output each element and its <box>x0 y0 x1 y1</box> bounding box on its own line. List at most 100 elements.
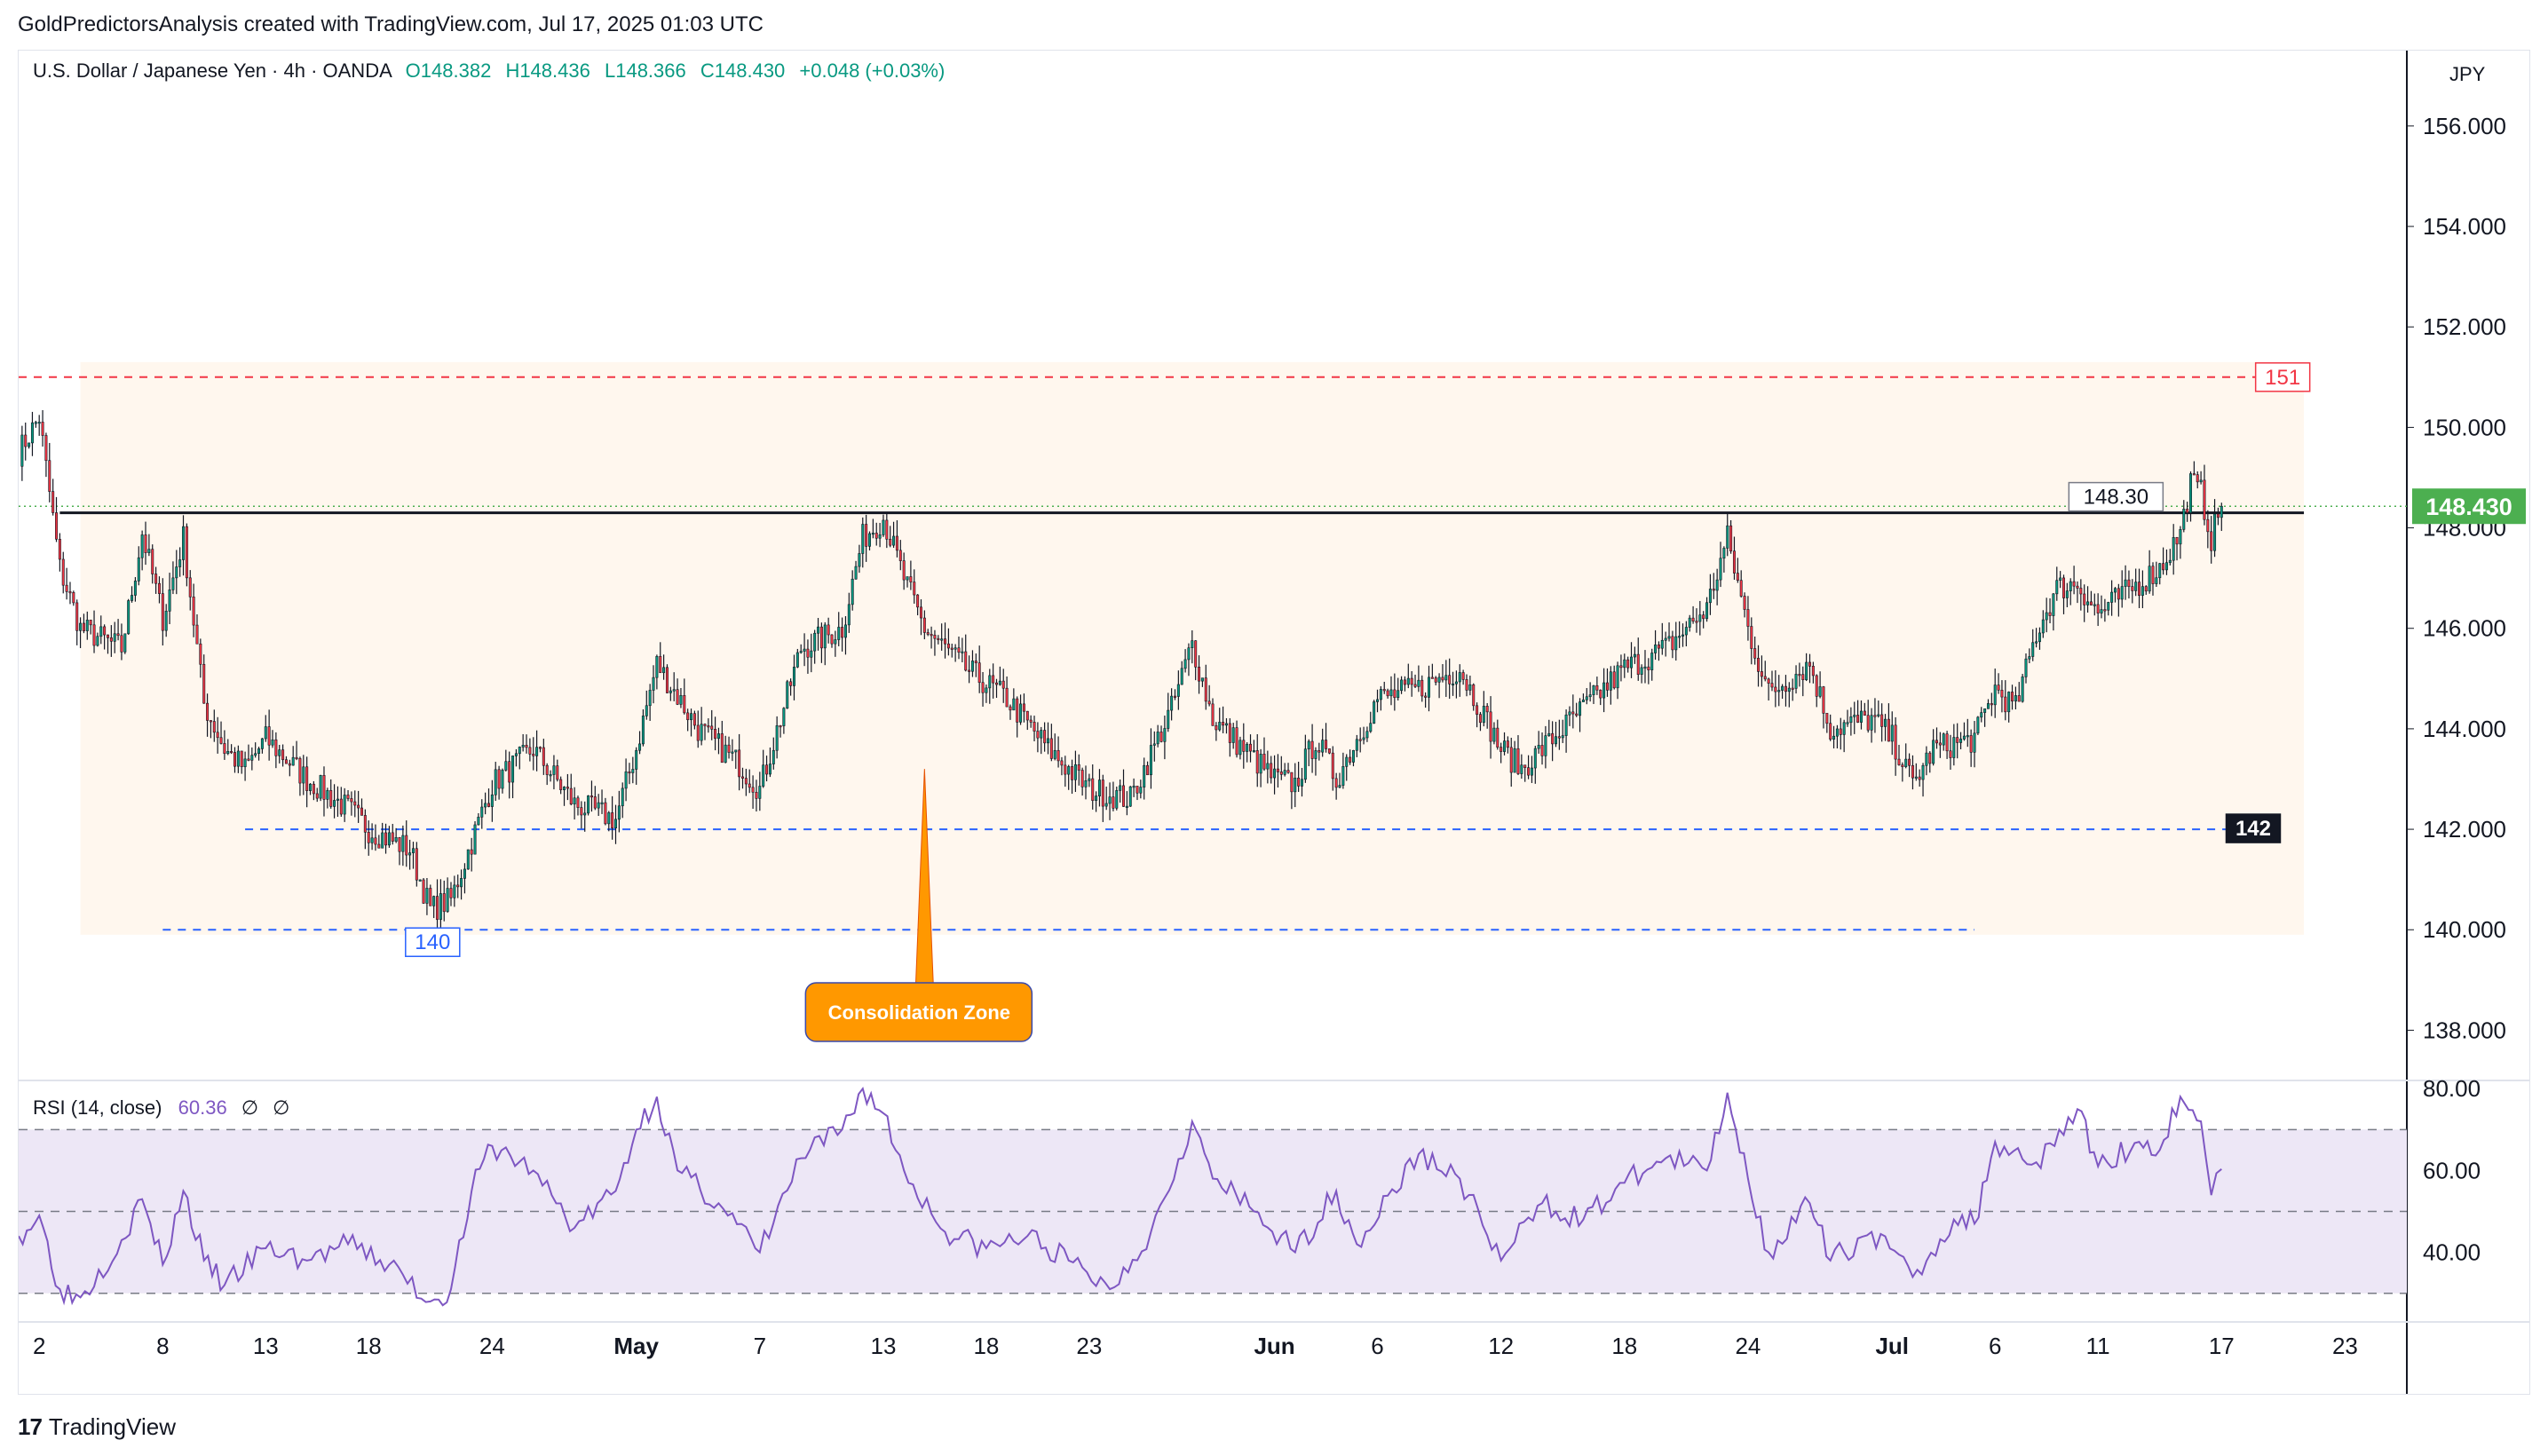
rsi-title[interactable]: RSI (14, close) <box>33 1096 162 1119</box>
candle-body <box>490 794 494 807</box>
candle <box>1750 617 1753 665</box>
candle <box>1811 661 1815 684</box>
candle <box>597 794 600 816</box>
candle <box>1180 661 1183 685</box>
candle <box>106 634 109 654</box>
symbol-name[interactable]: U.S. Dollar / Japanese Yen · 4h · OANDA <box>33 59 392 82</box>
candle-body <box>635 749 638 770</box>
candle-body <box>930 634 933 637</box>
candle <box>854 560 858 580</box>
candle <box>1846 709 1849 727</box>
candle <box>1636 637 1640 681</box>
candle <box>1430 663 1434 679</box>
candle-body <box>1452 683 1455 686</box>
candle <box>2062 574 2066 614</box>
candle-body <box>247 758 250 761</box>
candle-body <box>387 832 391 846</box>
candle <box>532 737 535 771</box>
candle-body <box>669 690 672 693</box>
candle-body <box>109 637 113 642</box>
candle <box>2035 628 2038 648</box>
high-value: H148.436 <box>505 59 590 82</box>
candle-body <box>751 787 755 793</box>
candle-body <box>1403 679 1406 685</box>
candle-body <box>727 744 731 753</box>
candle-body <box>1255 750 1259 774</box>
candle-body <box>1681 634 1684 637</box>
candle <box>741 767 745 789</box>
candle <box>1071 759 1074 795</box>
candle-body <box>151 549 154 574</box>
candle <box>1310 724 1314 773</box>
candle <box>508 751 511 799</box>
candle-body <box>1684 627 1688 636</box>
candle <box>621 782 624 819</box>
candle <box>1774 669 1777 708</box>
candle <box>1527 755 1531 779</box>
candle <box>2199 471 2203 485</box>
candle <box>580 801 583 829</box>
chart-canvas[interactable]: 156.000154.000152.000150.000148.000146.0… <box>19 51 2530 1395</box>
time-tick-label: 18 <box>973 1333 999 1359</box>
candle <box>874 522 878 546</box>
price-tick-label: 154.000 <box>2423 213 2506 240</box>
chart-panel[interactable]: 156.000 154.000 152.000 150.000 148.000 146.0… <box>18 50 2530 1395</box>
currency-label[interactable]: JPY <box>2449 63 2486 85</box>
candle <box>1729 519 1733 554</box>
candle-body <box>230 751 233 754</box>
candle <box>1187 643 1191 677</box>
candle <box>882 514 885 537</box>
candle <box>738 733 741 791</box>
rsi-tick-label: 60.00 <box>2423 1157 2481 1183</box>
candle-body <box>1698 614 1702 622</box>
candle-body <box>2069 581 2072 591</box>
candle <box>1585 688 1588 705</box>
candle <box>1626 656 1630 673</box>
candle-body <box>1077 764 1080 771</box>
candle-body <box>1286 770 1290 773</box>
candle-body <box>209 720 212 723</box>
candle <box>1595 677 1599 695</box>
candle <box>1557 719 1561 750</box>
candle-body <box>1657 645 1660 649</box>
candle-body <box>1060 760 1064 766</box>
candle <box>133 577 137 602</box>
candle-body <box>131 595 134 601</box>
candle <box>175 550 178 595</box>
candle <box>779 724 782 738</box>
candle-body <box>2086 601 2090 605</box>
candle-body <box>278 749 281 756</box>
candle-body <box>501 770 504 789</box>
candle-body <box>2083 593 2086 605</box>
candle-body <box>2164 562 2168 571</box>
candle-body <box>1349 756 1352 763</box>
candle-body <box>1033 722 1036 732</box>
candle <box>563 786 566 806</box>
candle <box>120 623 123 661</box>
tradingview-footer[interactable]: 17 TradingView <box>18 1413 176 1441</box>
candle <box>977 645 981 693</box>
candle-body <box>985 687 988 693</box>
candle <box>1252 740 1255 753</box>
candle <box>484 792 487 815</box>
candle <box>497 765 501 800</box>
candle <box>61 551 65 594</box>
candle <box>1108 782 1112 820</box>
candle-body <box>508 761 511 783</box>
candle-body <box>710 725 714 730</box>
candle-body <box>1708 589 1712 604</box>
candle <box>1579 698 1582 732</box>
candle <box>2079 579 2083 611</box>
candle-body <box>1485 706 1489 713</box>
candle-body <box>1592 685 1595 695</box>
time-tick-label: 18 <box>1611 1333 1637 1359</box>
candle <box>381 822 384 849</box>
candle <box>58 533 61 572</box>
candle-body <box>1163 728 1167 742</box>
candle <box>1300 767 1303 797</box>
candle <box>795 648 799 669</box>
candle-body <box>1702 614 1705 620</box>
candle <box>1516 735 1520 776</box>
candle <box>992 663 995 699</box>
candle <box>1297 762 1301 792</box>
